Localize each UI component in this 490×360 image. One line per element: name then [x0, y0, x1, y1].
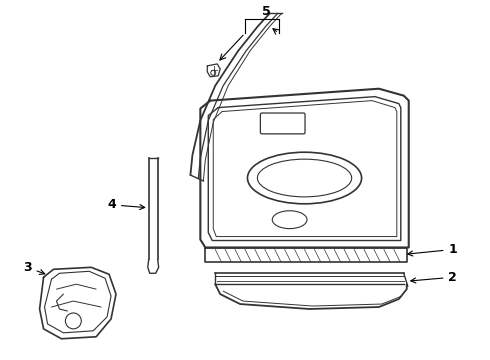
Text: 5: 5	[263, 5, 271, 18]
Text: 4: 4	[107, 198, 145, 211]
Text: 2: 2	[411, 271, 457, 284]
Text: 1: 1	[408, 243, 457, 256]
Text: 3: 3	[23, 261, 45, 274]
